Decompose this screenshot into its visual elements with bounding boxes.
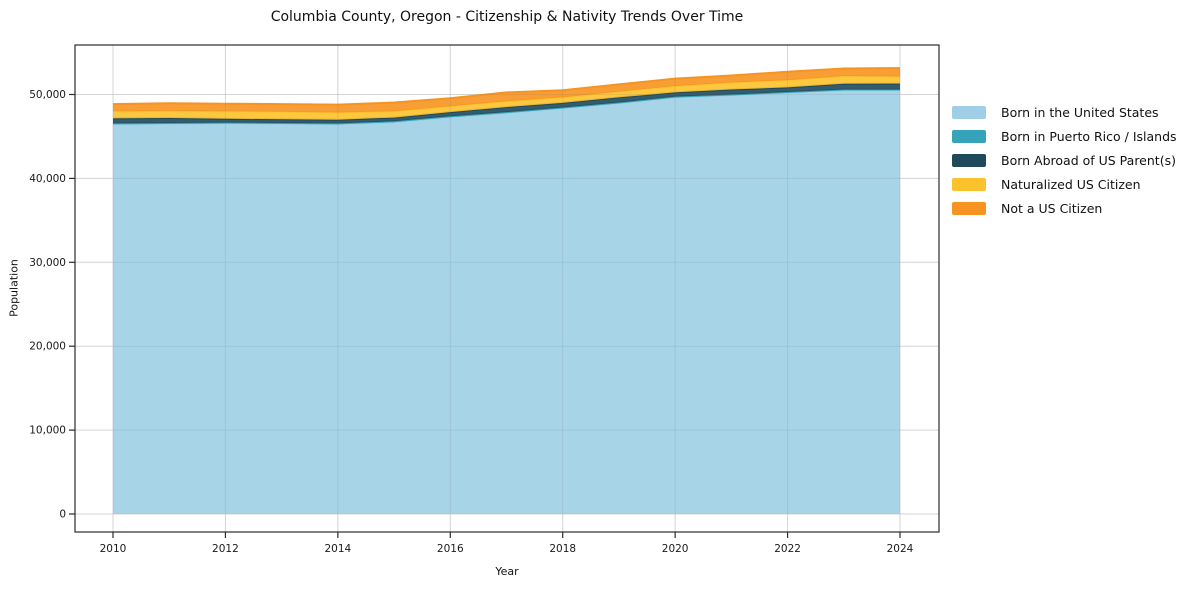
area-edge-4 bbox=[112, 67, 901, 106]
area-series-0 bbox=[113, 90, 900, 515]
legend-item: Not a US Citizen bbox=[952, 202, 1177, 215]
legend-item: Born in the United States bbox=[952, 106, 1177, 119]
x-tick-label: 2012 bbox=[212, 543, 239, 555]
y-axis-title: Population bbox=[7, 259, 21, 317]
chart-title: Columbia County, Oregon - Citizenship & … bbox=[270, 9, 744, 25]
y-tick-label: 30,000 bbox=[29, 257, 66, 269]
y-tick-label: 20,000 bbox=[29, 341, 66, 353]
plot-frame bbox=[74, 44, 940, 533]
x-tick-label: 2014 bbox=[324, 543, 351, 555]
legend-swatch bbox=[952, 106, 986, 119]
legend-label: Born Abroad of US Parent(s) bbox=[1001, 153, 1176, 168]
legend-swatch bbox=[952, 154, 986, 167]
area-series-2 bbox=[113, 83, 900, 124]
x-tick-label: 2020 bbox=[662, 543, 689, 555]
x-tick-label: 2022 bbox=[774, 543, 801, 555]
legend-swatch bbox=[952, 130, 986, 143]
legend: Born in the United States Born in Puerto … bbox=[952, 106, 1177, 226]
legend-label: Naturalized US Citizen bbox=[1001, 177, 1141, 192]
axis-ticks: 0 10,000 20,000 30,000 40,000 50,000 2010 2012 2… bbox=[29, 89, 913, 555]
legend-swatch bbox=[952, 178, 986, 191]
legend-item: Born Abroad of US Parent(s) bbox=[952, 154, 1177, 167]
gridlines-overlay bbox=[75, 45, 939, 532]
legend-item: Born in Puerto Rico / Islands bbox=[952, 130, 1177, 143]
legend-label: Born in the United States bbox=[1001, 105, 1159, 120]
legend-item: Naturalized US Citizen bbox=[952, 178, 1177, 191]
y-tick-label: 0 bbox=[59, 509, 66, 521]
x-axis-title: Year bbox=[495, 565, 519, 578]
area-series-4 bbox=[113, 68, 900, 113]
area-series-3 bbox=[113, 76, 900, 120]
stacked-areas bbox=[112, 67, 901, 515]
y-tick-label: 10,000 bbox=[29, 425, 66, 437]
y-tick-label: 50,000 bbox=[29, 89, 66, 101]
legend-label: Born in Puerto Rico / Islands bbox=[1001, 129, 1177, 144]
x-tick-label: 2024 bbox=[887, 543, 914, 555]
legend-swatch bbox=[952, 202, 986, 215]
x-tick-label: 2010 bbox=[100, 543, 127, 555]
legend-label: Not a US Citizen bbox=[1001, 201, 1103, 216]
y-tick-label: 40,000 bbox=[29, 173, 66, 185]
x-tick-label: 2018 bbox=[549, 543, 576, 555]
x-tick-label: 2016 bbox=[437, 543, 464, 555]
